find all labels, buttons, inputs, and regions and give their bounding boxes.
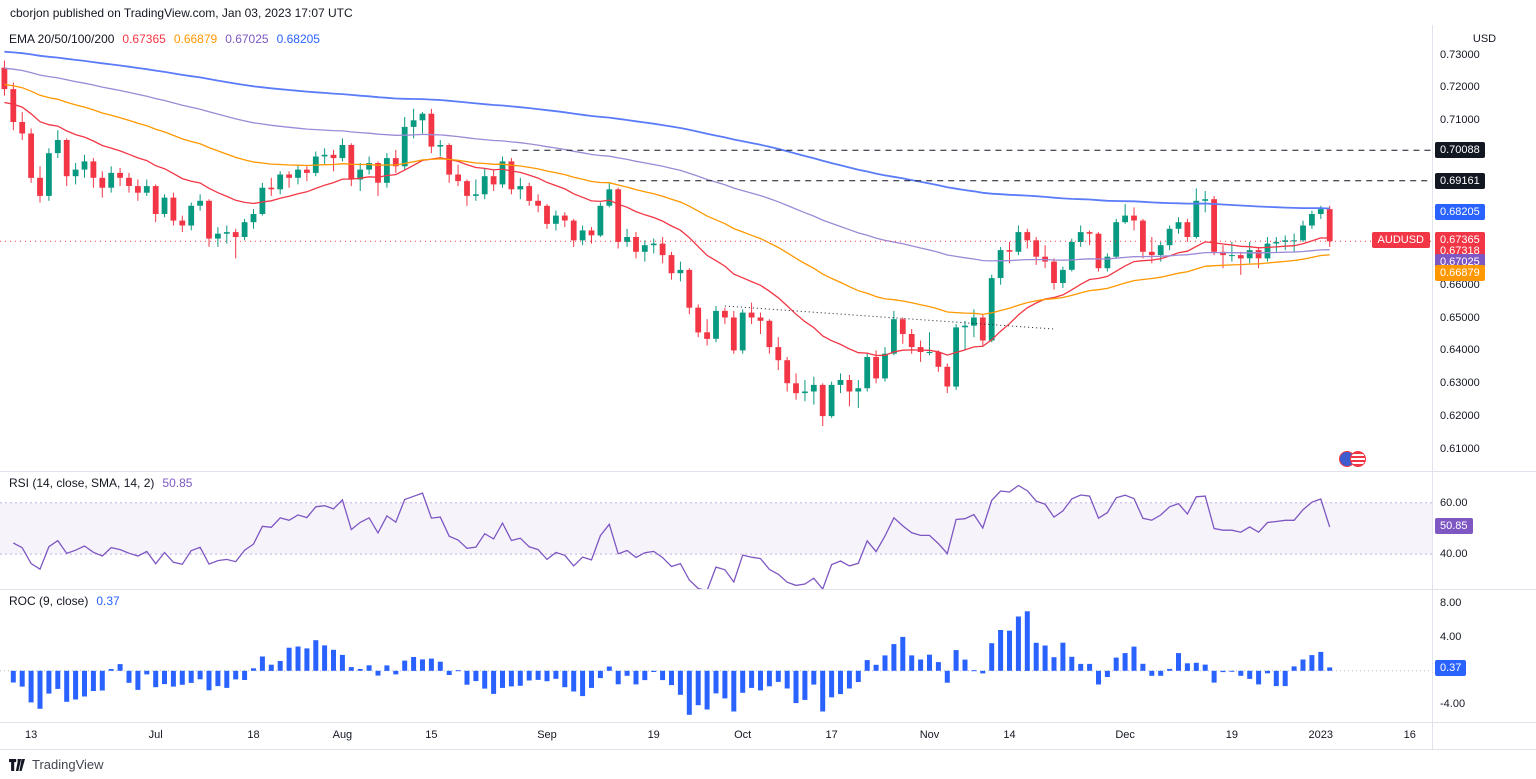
price-tick: 0.73000 xyxy=(1440,48,1480,61)
time-label: Oct xyxy=(734,729,752,741)
price-axis[interactable]: USD 0.73000 0.72000 0.71000 0.66000 0.65000 0… xyxy=(1432,25,1536,471)
time-label: 17 xyxy=(825,729,838,741)
roc-tick: 8.00 xyxy=(1440,597,1462,610)
ema-legend-values: 0.67365 0.66879 0.67025 0.68205 xyxy=(122,32,328,46)
rsi-tick: 40.00 xyxy=(1440,548,1468,561)
price-tick: 0.65000 xyxy=(1440,311,1480,324)
price-tick: 0.66000 xyxy=(1440,278,1480,291)
roc-legend[interactable]: ROC (9, close) 0.37 xyxy=(9,594,120,608)
time-label: Sep xyxy=(537,729,557,741)
price-tick: 0.63000 xyxy=(1440,377,1480,390)
price-tick: 0.62000 xyxy=(1440,410,1480,423)
price-label: 0.66879 xyxy=(1435,264,1485,281)
usd-flag-icon xyxy=(1350,451,1366,467)
time-label: Aug xyxy=(332,729,353,741)
publish-info: cborjon published on TradingView.com, Ja… xyxy=(10,6,353,20)
rsi-legend[interactable]: RSI (14, close, SMA, 14, 2) 50.85 xyxy=(9,476,192,490)
symbol-price-badge: AUDUSD xyxy=(1371,232,1430,249)
time-label: 18 xyxy=(247,729,260,741)
time-label: 13 xyxy=(24,729,38,741)
rsi-tick: 60.00 xyxy=(1440,496,1468,509)
rsi-value-label: 50.85 xyxy=(1435,518,1473,535)
rsi-axis[interactable]: 60.00 40.00 50.85 xyxy=(1432,472,1536,589)
price-panel-row: EMA 20/50/100/200 0.67365 0.66879 0.67025 0… xyxy=(0,25,1536,472)
tradingview-logo[interactable] xyxy=(9,758,25,771)
price-tick: 0.61000 xyxy=(1440,442,1480,455)
time-label: 14 xyxy=(1003,729,1016,741)
roc-value-label: 0.37 xyxy=(1435,659,1467,676)
price-label: 0.68205 xyxy=(1435,204,1485,221)
ema-value: 0.67025 xyxy=(225,32,269,46)
tradingview-brand[interactable]: TradingView xyxy=(32,757,104,772)
pair-flags-icon[interactable] xyxy=(1339,451,1366,467)
candlestick-canvas xyxy=(0,50,1432,426)
time-label: 15 xyxy=(425,729,438,741)
ema-value: 0.68205 xyxy=(276,32,320,46)
footer-bar: TradingView xyxy=(0,750,1536,779)
rsi-canvas xyxy=(0,484,1432,589)
roc-legend-label: ROC (9, close) xyxy=(9,594,89,608)
rsi-panel-row: RSI (14, close, SMA, 14, 2) 50.85 60.00 4… xyxy=(0,472,1536,590)
roc-tick: -4.00 xyxy=(1440,698,1466,711)
price-label: 0.69161 xyxy=(1435,172,1485,189)
ema-value: 0.67365 xyxy=(122,32,166,46)
price-tick: 0.64000 xyxy=(1440,344,1480,357)
roc-axis[interactable]: 8.00 4.00 -4.00 0.37 xyxy=(1432,590,1536,722)
time-label: 16 xyxy=(1403,729,1416,741)
time-label: Jul xyxy=(148,729,163,741)
time-label: 2023 xyxy=(1308,729,1334,741)
roc-panel-row: ROC (9, close) 0.37 8.00 4.00 -4.00 0.37 xyxy=(0,590,1536,723)
rsi-legend-label: RSI (14, close, SMA, 14, 2) xyxy=(9,476,155,490)
time-label: 19 xyxy=(647,729,660,741)
price-tick: 0.72000 xyxy=(1440,81,1480,94)
ema-value: 0.66879 xyxy=(173,32,218,46)
price-label: 0.70088 xyxy=(1435,142,1485,159)
roc-panel[interactable]: ROC (9, close) 0.37 xyxy=(0,590,1432,722)
roc-legend-value: 0.37 xyxy=(96,594,120,608)
time-axis[interactable]: 13 Jul 18 Aug 15 Sep 19 Oct 17 Nov 14 Dec 19 2023 16 xyxy=(0,723,1432,749)
rsi-panel[interactable]: RSI (14, close, SMA, 14, 2) 50.85 xyxy=(0,472,1432,589)
ema-legend-label: EMA 20/50/100/200 xyxy=(9,32,115,46)
axis-currency-label: USD xyxy=(1472,33,1497,45)
time-label: Nov xyxy=(919,729,940,741)
roc-canvas xyxy=(0,611,1432,715)
price-chart-panel[interactable]: EMA 20/50/100/200 0.67365 0.66879 0.67025 0… xyxy=(0,25,1432,471)
ema-legend[interactable]: EMA 20/50/100/200 0.67365 0.66879 0.67025 0… xyxy=(9,32,328,46)
roc-tick: 4.00 xyxy=(1440,631,1462,644)
price-tick: 0.71000 xyxy=(1440,114,1480,127)
time-axis-row: 13 Jul 18 Aug 15 Sep 19 Oct 17 Nov 14 Dec 19 2023 16 xyxy=(0,723,1536,750)
rsi-legend-value: 50.85 xyxy=(162,476,193,490)
time-label: Dec xyxy=(1115,729,1135,741)
time-axis-corner xyxy=(1432,723,1536,749)
time-label: 19 xyxy=(1225,729,1239,741)
